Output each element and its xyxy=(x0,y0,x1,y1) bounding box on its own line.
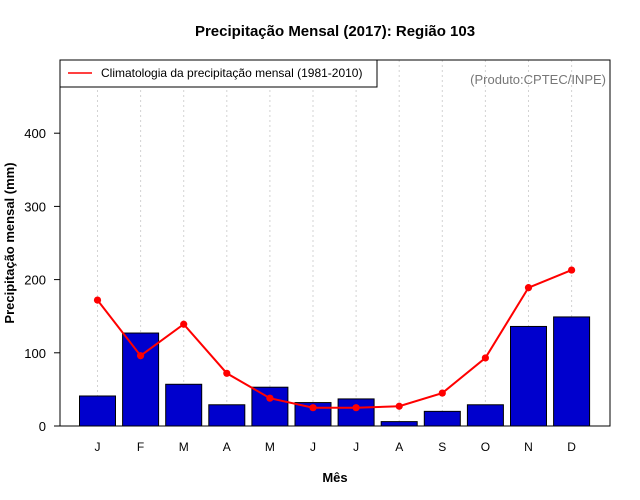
climatology-point-6 xyxy=(309,404,317,412)
climatology-point-9 xyxy=(438,389,446,397)
x-tick-label: D xyxy=(567,440,576,454)
climatology-point-5 xyxy=(266,394,274,402)
x-tick-label: M xyxy=(179,440,189,454)
y-tick-label: 300 xyxy=(24,199,46,214)
x-tick-label: A xyxy=(223,440,231,454)
legend: Climatologia da precipitação mensal (198… xyxy=(59,59,378,88)
bar-j-7 xyxy=(337,398,375,427)
climatology-point-10 xyxy=(481,354,489,362)
bar-j-1 xyxy=(79,395,116,427)
climatology-point-1 xyxy=(93,296,102,304)
y-axis: 0 100 200 300 400 xyxy=(24,126,61,434)
climatology-point-8 xyxy=(395,402,403,410)
climatology-point-4 xyxy=(223,369,231,377)
bar-m-3 xyxy=(165,383,203,427)
y-tick-label: 100 xyxy=(24,346,46,361)
legend-label: Climatologia da precipitação mensal (198… xyxy=(101,66,362,80)
x-tick-label: A xyxy=(395,440,403,454)
bar-a-8 xyxy=(380,421,418,427)
climatology-line xyxy=(96,269,572,409)
y-tick-label: 400 xyxy=(24,126,46,141)
y-tick-label: 0 xyxy=(39,419,46,434)
bar-m-5 xyxy=(251,386,289,427)
bar-n-11 xyxy=(510,325,547,427)
chart-title: Precipitação Mensal (2017): Região 103 xyxy=(195,23,475,40)
climatology-point-12 xyxy=(568,266,576,274)
credit-annotation: (Produto:CPTEC/INPE) xyxy=(470,72,606,87)
climatology-point-2 xyxy=(137,352,145,360)
y-axis-title: Precipitação mensal (mm) xyxy=(2,162,17,323)
climatology-point-7 xyxy=(352,404,360,412)
x-tick-label: N xyxy=(524,440,533,454)
x-axis-title: Mês xyxy=(322,470,347,485)
x-tick-label: J xyxy=(95,440,101,454)
climatology-point-11 xyxy=(524,284,533,292)
bar-d-12 xyxy=(553,316,591,427)
legend-box xyxy=(59,59,378,88)
bars xyxy=(79,316,591,427)
x-tick-label: J xyxy=(353,440,359,454)
climatology-point-3 xyxy=(180,320,188,328)
x-tick-label: J xyxy=(310,440,316,454)
x-tick-label: M xyxy=(265,440,275,454)
climatology-series xyxy=(93,266,576,412)
bar-s-9 xyxy=(423,410,461,427)
bar-f-2 xyxy=(122,332,160,427)
x-tick-label: S xyxy=(438,440,446,454)
grid xyxy=(97,60,573,426)
bar-a-4 xyxy=(208,404,246,427)
y-tick-label: 200 xyxy=(24,273,46,288)
x-tick-label: O xyxy=(481,440,490,454)
x-tick-label: F xyxy=(137,440,144,454)
bar-o-10 xyxy=(466,404,504,427)
